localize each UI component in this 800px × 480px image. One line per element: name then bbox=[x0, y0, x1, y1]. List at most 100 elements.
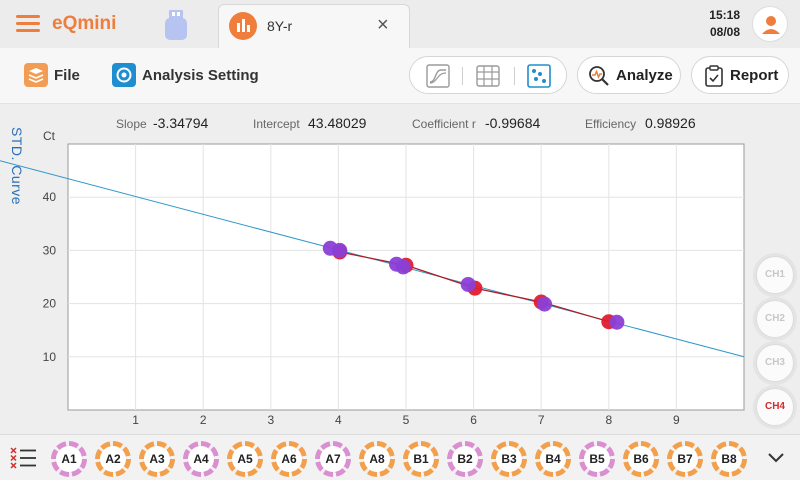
well-b5[interactable]: B5 bbox=[579, 441, 615, 477]
well-label: A3 bbox=[149, 452, 165, 466]
well-label: B8 bbox=[721, 452, 737, 466]
well-b7[interactable]: B7 bbox=[667, 441, 703, 477]
well-center bbox=[364, 446, 390, 472]
well-label: A6 bbox=[281, 452, 297, 466]
channel-button-ch1[interactable]: CH1 bbox=[756, 256, 794, 294]
view-divider bbox=[514, 67, 515, 85]
purple-data-point[interactable] bbox=[609, 314, 625, 330]
y-tick-label: 30 bbox=[43, 243, 57, 257]
well-center bbox=[628, 446, 654, 472]
x-tick-label: 4 bbox=[335, 413, 342, 427]
std-curve-chart[interactable]: 1 2 3 4 5 6 7 8 9 10 20 30 40 Ct bbox=[0, 128, 800, 428]
well-a1[interactable]: A1 bbox=[51, 441, 87, 477]
well-center bbox=[320, 446, 346, 472]
well-center bbox=[188, 446, 214, 472]
coefficient-value: -0.99684 bbox=[485, 115, 541, 131]
view-divider bbox=[462, 67, 463, 85]
well-a2[interactable]: A2 bbox=[95, 441, 131, 477]
purple-data-point[interactable] bbox=[460, 276, 476, 292]
well-a4[interactable]: A4 bbox=[183, 441, 219, 477]
purple-data-point[interactable] bbox=[537, 296, 553, 312]
well-label: A2 bbox=[105, 452, 121, 466]
intercept-value: 43.48029 bbox=[308, 115, 367, 131]
well-a6[interactable]: A6 bbox=[271, 441, 307, 477]
well-a3[interactable]: A3 bbox=[139, 441, 175, 477]
well-b2[interactable]: B2 bbox=[447, 441, 483, 477]
well-label: B3 bbox=[501, 452, 517, 466]
well-bar: A1 A2 A3 A4 A5 A6 A7 A8 B1 B2 B3 B4 B5 B6 B7 B8 bbox=[0, 434, 800, 480]
efficiency-label: Efficiency bbox=[585, 117, 637, 131]
clock-date: 08/08 bbox=[709, 25, 740, 39]
channel-button-ch2[interactable]: CH2 bbox=[756, 300, 794, 338]
well-center bbox=[100, 446, 126, 472]
usb-device-icon[interactable] bbox=[160, 8, 192, 42]
well-center bbox=[496, 446, 522, 472]
view-switcher bbox=[409, 56, 567, 94]
well-list-icon[interactable] bbox=[10, 447, 38, 469]
y-axis-label: Ct bbox=[43, 129, 56, 143]
channel-label: CH1 bbox=[764, 269, 785, 280]
file-label: File bbox=[54, 67, 80, 84]
layers-icon bbox=[24, 63, 48, 87]
analysis-setting-button[interactable]: Analysis Setting bbox=[112, 62, 272, 90]
analysis-setting-label: Analysis Setting bbox=[142, 67, 259, 84]
analyze-button[interactable]: Analyze bbox=[577, 56, 681, 94]
data-points bbox=[322, 240, 625, 330]
x-tick-label: 8 bbox=[605, 413, 612, 427]
intercept-label: Intercept bbox=[253, 117, 300, 131]
well-label: A7 bbox=[325, 452, 341, 466]
well-a7[interactable]: A7 bbox=[315, 441, 351, 477]
well-center bbox=[276, 446, 302, 472]
toolbar: File Analysis Setting bbox=[0, 48, 800, 104]
slope-label: Slope bbox=[116, 117, 147, 131]
file-button[interactable]: File bbox=[24, 62, 94, 90]
channel-button-ch3[interactable]: CH3 bbox=[756, 344, 794, 382]
purple-data-point[interactable] bbox=[332, 242, 348, 258]
clipboard-icon bbox=[705, 65, 723, 87]
well-label: B1 bbox=[413, 452, 429, 466]
well-b6[interactable]: B6 bbox=[623, 441, 659, 477]
analyze-label: Analyze bbox=[616, 67, 673, 84]
y-tick-label: 10 bbox=[43, 350, 57, 364]
x-tick-label: 6 bbox=[470, 413, 477, 427]
hamburger-menu-icon[interactable] bbox=[14, 13, 42, 35]
top-bar: eQmini 8Y-r × 15:18 08/08 bbox=[0, 0, 800, 48]
std-curve-view-icon[interactable] bbox=[527, 64, 551, 88]
well-center bbox=[408, 446, 434, 472]
well-center bbox=[56, 446, 82, 472]
well-label: A5 bbox=[237, 452, 253, 466]
user-avatar-icon[interactable] bbox=[752, 6, 788, 42]
bar-chart-icon bbox=[229, 12, 257, 40]
amplification-curve-icon[interactable] bbox=[426, 64, 450, 88]
y-tick-label: 20 bbox=[43, 297, 57, 311]
well-b8[interactable]: B8 bbox=[711, 441, 747, 477]
well-label: A8 bbox=[369, 452, 385, 466]
well-a8[interactable]: A8 bbox=[359, 441, 395, 477]
well-b1[interactable]: B1 bbox=[403, 441, 439, 477]
x-tick-label: 2 bbox=[200, 413, 207, 427]
well-a5[interactable]: A5 bbox=[227, 441, 263, 477]
x-tick-label: 7 bbox=[538, 413, 545, 427]
run-tab[interactable]: 8Y-r × bbox=[218, 4, 410, 48]
curve-statistics: Slope -3.34794 Intercept 43.48029 Coeffi… bbox=[0, 112, 800, 136]
chevron-down-icon[interactable] bbox=[764, 445, 788, 469]
purple-data-point[interactable] bbox=[395, 259, 411, 275]
grid bbox=[68, 144, 744, 410]
table-view-icon[interactable] bbox=[476, 64, 500, 88]
efficiency-value: 0.98926 bbox=[645, 115, 696, 131]
well-b4[interactable]: B4 bbox=[535, 441, 571, 477]
x-tick-label: 3 bbox=[267, 413, 274, 427]
well-center bbox=[672, 446, 698, 472]
channel-label: CH2 bbox=[764, 313, 785, 324]
well-label: A1 bbox=[61, 452, 77, 466]
close-icon[interactable]: × bbox=[377, 14, 389, 36]
report-button[interactable]: Report bbox=[691, 56, 789, 94]
well-label: A4 bbox=[193, 452, 209, 466]
x-tick-label: 9 bbox=[673, 413, 680, 427]
well-center bbox=[144, 446, 170, 472]
well-label: B6 bbox=[633, 452, 649, 466]
channel-button-ch4[interactable]: CH4 bbox=[756, 388, 794, 426]
app-title: eQmini bbox=[52, 13, 117, 34]
report-label: Report bbox=[730, 67, 779, 84]
well-b3[interactable]: B3 bbox=[491, 441, 527, 477]
